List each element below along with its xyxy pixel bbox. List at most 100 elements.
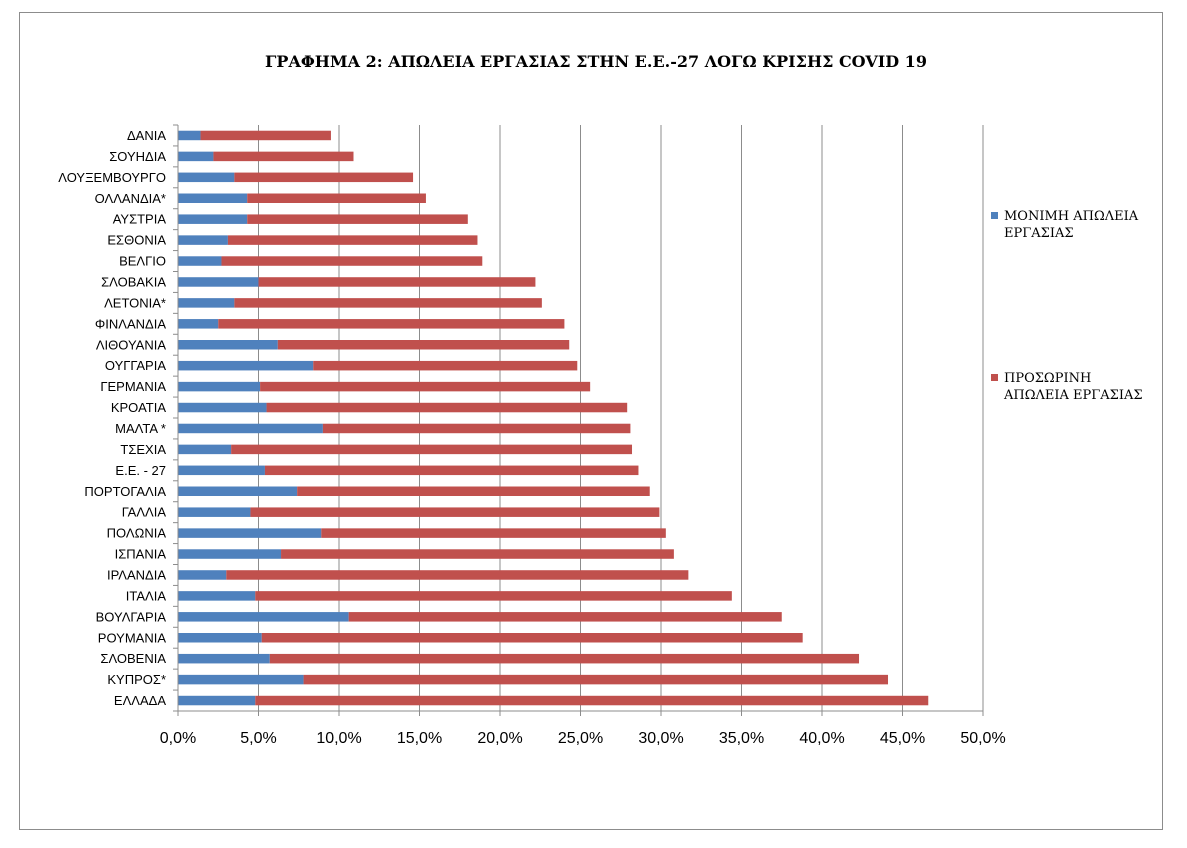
- bar-permanent: [178, 633, 262, 643]
- category-label: ΣΟΥΗΔΙΑ: [109, 149, 166, 164]
- legend-swatch: [991, 374, 998, 381]
- bar-permanent: [178, 695, 256, 706]
- chart-svg: ΓΡΑΦΗΜΑ 2: ΑΠΩΛΕΙΑ ΕΡΓΑΣΙΑΣ ΣΤΗΝ Ε.Ε.-27…: [58, 52, 1143, 747]
- category-label: ΙΡΛΑΝΔΙΑ: [107, 567, 166, 582]
- bar-temporary: [255, 695, 929, 706]
- bar-temporary: [227, 235, 478, 245]
- bar-temporary: [200, 130, 331, 141]
- bar-permanent: [178, 549, 282, 559]
- bar-permanent: [178, 486, 298, 496]
- bar-permanent: [178, 465, 265, 476]
- bar-permanent: [178, 653, 270, 664]
- category-label: ΠΟΛΩΝΙΑ: [107, 526, 167, 541]
- bar-permanent: [178, 256, 222, 266]
- bar-permanent: [178, 319, 219, 329]
- category-label: ΟΥΓΓΑΡΙΑ: [105, 358, 166, 373]
- x-tick-label: 30,0%: [638, 730, 683, 747]
- category-label: ΚΥΠΡΟΣ*: [107, 672, 166, 687]
- bar-permanent: [178, 674, 304, 685]
- bar-permanent: [178, 340, 278, 350]
- x-tick-label: 25,0%: [558, 730, 603, 747]
- bar-temporary: [255, 591, 732, 601]
- bar-temporary: [297, 486, 650, 496]
- bar-permanent: [178, 298, 235, 308]
- category-label: ΣΛΟΒΕΝΙΑ: [100, 651, 166, 666]
- category-label: ΠΟΡΤΟΓΑΛΙΑ: [84, 484, 166, 499]
- bar-permanent: [178, 423, 323, 434]
- bar-temporary: [281, 549, 674, 559]
- category-label: ΤΣΕΧΙΑ: [120, 442, 166, 457]
- category-label: ΛΟΥΞΕΜΒΟΥΡΓΟ: [58, 170, 166, 185]
- legend-item-permanent: ΜΟΝΙΜΗ ΑΠΩΛΕΙΑ ΕΡΓΑΣΙΑΣ: [991, 209, 1139, 241]
- legend-swatch: [991, 212, 998, 219]
- legend-item-temporary: ΠΡΟΣΩΡΙΝΗ ΑΠΩΛΕΙΑ ΕΡΓΑΣΙΑΣ: [991, 371, 1143, 403]
- bar-permanent: [178, 172, 235, 183]
- category-label: ΚΡΟΑΤΙΑ: [111, 400, 166, 415]
- bar-permanent: [178, 381, 261, 392]
- bar-temporary: [261, 633, 803, 643]
- category-label: ΙΣΠΑΝΙΑ: [115, 547, 167, 562]
- category-label: ΛΙΘΟΥΑΝΙΑ: [96, 337, 166, 352]
- bar-permanent: [178, 402, 267, 413]
- category-label: Ε.Ε. - 27: [115, 463, 166, 478]
- axes: [173, 124, 984, 716]
- bar-temporary: [266, 402, 628, 413]
- bar-temporary: [213, 151, 354, 162]
- legend: ΜΟΝΙΜΗ ΑΠΩΛΕΙΑ ΕΡΓΑΣΙΑΣ ΠΡΟΣΩΡΙΝΗ ΑΠΩΛΕΙΑ Ε…: [991, 209, 1143, 403]
- bar-temporary: [226, 570, 689, 580]
- category-label: ΜΑΛΤΑ *: [115, 421, 166, 436]
- bar-permanent: [178, 360, 314, 371]
- category-label: ΡΟΥΜΑΝΙΑ: [98, 630, 167, 645]
- bar-temporary: [234, 298, 542, 308]
- category-label: ΓΑΛΛΙΑ: [122, 505, 167, 520]
- bar-temporary: [234, 172, 414, 183]
- bar-permanent: [178, 235, 228, 245]
- x-tick-label: 0,0%: [160, 730, 196, 747]
- bar-permanent: [178, 528, 322, 538]
- bar-permanent: [178, 507, 251, 517]
- x-tick-label: 15,0%: [397, 730, 442, 747]
- bar-permanent: [178, 214, 248, 224]
- category-label: ΣΛΟΒΑΚΙΑ: [101, 274, 166, 289]
- legend-label: ΠΡΟΣΩΡΙΝΗ ΑΠΩΛΕΙΑ ΕΡΓΑΣΙΑΣ: [1003, 371, 1143, 403]
- bar-temporary: [221, 256, 483, 266]
- category-label: ΟΛΛΑΝΔΙΑ*: [95, 191, 166, 206]
- bar-temporary: [322, 423, 631, 434]
- category-label: ΕΣΘΟΝΙΑ: [107, 233, 166, 248]
- category-labels: ΔΑΝΙΑ ΣΟΥΗΔΙΑ ΛΟΥΞΕΜΒΟΥΡΓΟ ΟΛΛΑΝΔΙΑ* ΑΥΣΤΡΙΑ…: [58, 128, 166, 708]
- category-label: ΒΟΥΛΓΑΡΙΑ: [96, 609, 167, 624]
- chart-frame: ΓΡΑΦΗΜΑ 2: ΑΠΩΛΕΙΑ ΕΡΓΑΣΙΑΣ ΣΤΗΝ Ε.Ε.-27…: [19, 12, 1163, 830]
- x-tick-label: 20,0%: [477, 730, 522, 747]
- gridlines: [258, 125, 984, 711]
- x-tick-label: 10,0%: [316, 730, 361, 747]
- bar-temporary: [264, 465, 639, 476]
- bar-permanent: [178, 612, 349, 622]
- legend-label: ΜΟΝΙΜΗ ΑΠΩΛΕΙΑ ΕΡΓΑΣΙΑΣ: [1004, 209, 1139, 241]
- x-tick-label: 5,0%: [240, 730, 276, 747]
- bar-temporary: [247, 193, 426, 203]
- bar-permanent: [178, 277, 259, 287]
- x-tick-label: 50,0%: [960, 730, 1005, 747]
- bar-temporary: [250, 507, 660, 517]
- x-tick-label: 40,0%: [799, 730, 844, 747]
- bar-permanent: [178, 193, 248, 203]
- bar-temporary: [218, 319, 565, 329]
- category-label: ΓΕΡΜΑΝΙΑ: [100, 379, 166, 394]
- bar-temporary: [258, 277, 536, 287]
- category-label: ΒΕΛΓΙΟ: [119, 254, 166, 269]
- bar-temporary: [277, 340, 570, 350]
- bar-permanent: [178, 591, 256, 601]
- bar-permanent: [178, 570, 227, 580]
- category-label: ΔΑΝΙΑ: [127, 128, 166, 143]
- category-label: ΦΙΝΛΑΝΔΙΑ: [95, 316, 166, 331]
- category-label: ΕΛΛΑΔΑ: [114, 693, 166, 708]
- category-label: ΙΤΑΛΙΑ: [126, 588, 167, 603]
- bar-temporary: [269, 653, 860, 664]
- bar-temporary: [260, 381, 591, 392]
- x-tick-label: 45,0%: [880, 730, 925, 747]
- bar-temporary: [321, 528, 666, 538]
- category-label: ΑΥΣΤΡΙΑ: [113, 212, 167, 227]
- bar-temporary: [313, 360, 578, 371]
- bar-permanent: [178, 130, 201, 141]
- x-tick-labels: 0,0% 5,0% 10,0% 15,0% 20,0% 25,0% 30,0% 35,0% 40…: [160, 730, 1006, 747]
